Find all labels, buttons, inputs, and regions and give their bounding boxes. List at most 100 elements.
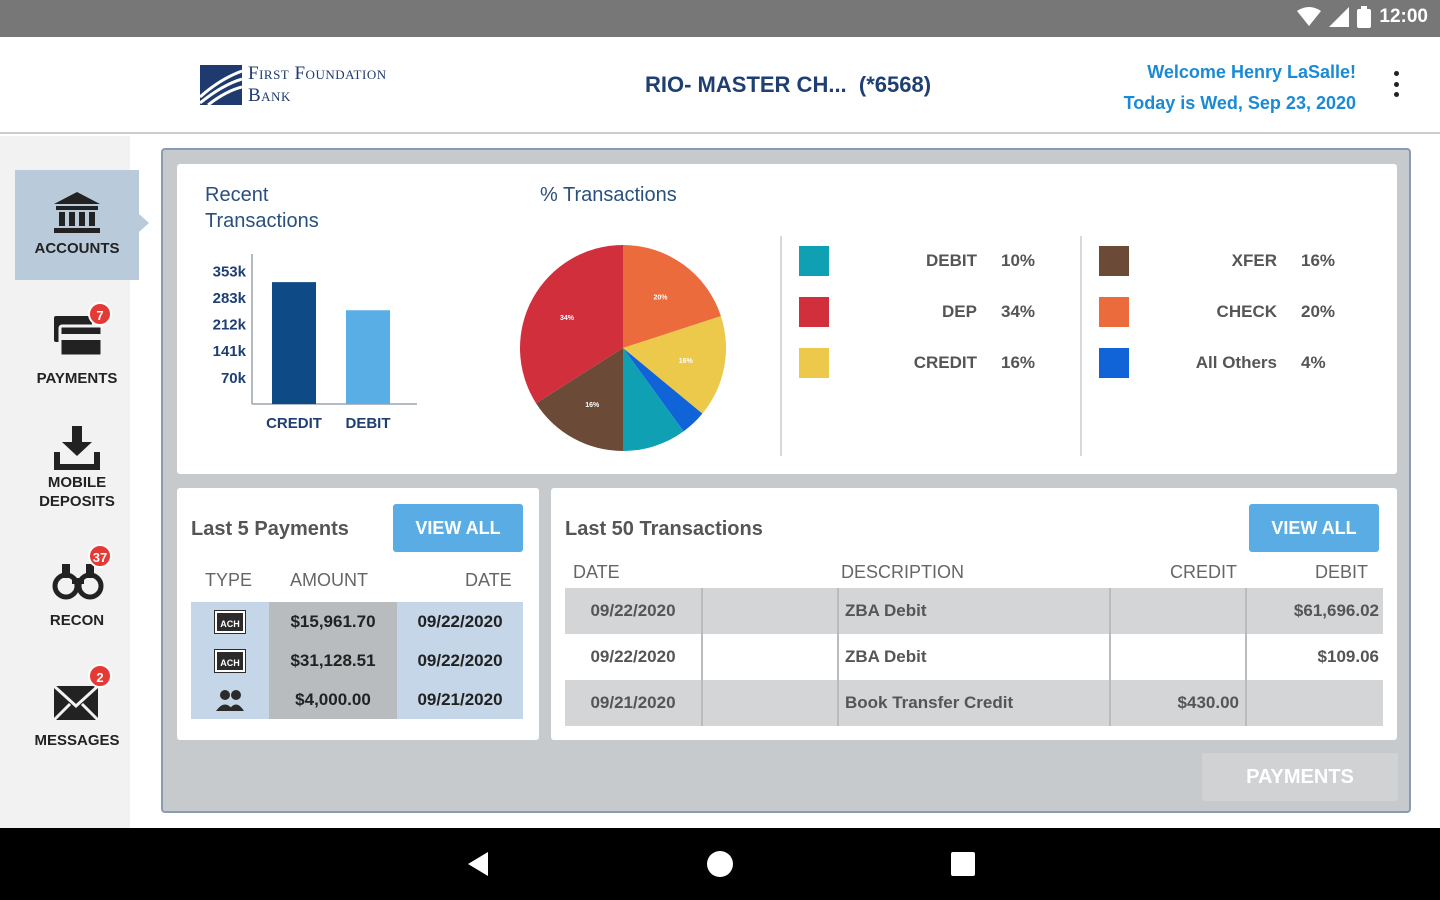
legend-swatch — [1099, 246, 1129, 276]
last-transactions-title: Last 50 Transactions — [565, 518, 763, 540]
battery-icon — [1357, 6, 1372, 28]
description-cell: ZBA Debit — [839, 634, 1111, 680]
table-row[interactable]: $4,000.00 09/21/2020 — [191, 680, 523, 719]
back-icon[interactable] — [466, 851, 490, 877]
card-icon: 7 — [50, 302, 112, 360]
pie-slice-label: 20% — [654, 294, 669, 301]
ach-icon: ACH — [214, 609, 246, 634]
sidebar-item-payments[interactable]: 7 PAYMENTS — [15, 302, 139, 387]
table-row[interactable]: 09/21/2020 Book Transfer Credit $430.00 — [565, 680, 1383, 726]
home-icon[interactable] — [706, 850, 734, 878]
legend-pct: 4% — [1301, 353, 1326, 372]
legend-label: DEBIT — [926, 251, 977, 270]
sidebar-item-accounts[interactable]: ACCOUNTS — [15, 170, 149, 280]
empty-cell — [703, 588, 839, 634]
sidebar-item-label: MOBILE — [47, 474, 107, 491]
sidebar-item-label-2: DEPOSITS — [39, 493, 115, 510]
legend-divider-2 — [1080, 236, 1082, 456]
sidebar-item-recon[interactable]: 37 RECON — [15, 544, 139, 629]
payments-button[interactable]: PAYMENTS — [1202, 753, 1398, 801]
legend-swatch — [1099, 348, 1129, 378]
table-row[interactable]: 09/22/2020 ZBA Debit $61,696.02 — [565, 588, 1383, 634]
col-header-credit: CREDIT — [1170, 562, 1237, 582]
bar-debit — [346, 310, 390, 404]
col-header-date: DATE — [573, 562, 620, 582]
dashboard-panel: Recent Transactions 353k 283k 212k 141k 70k C… — [161, 148, 1411, 813]
date-cell: 09/21/2020 — [397, 680, 523, 719]
transactions-view-all-button[interactable]: VIEW ALL — [1249, 504, 1379, 552]
table-row[interactable]: ACH $31,128.51 09/22/2020 — [191, 641, 523, 680]
x-tick-label: CREDIT — [266, 415, 322, 432]
legend-swatch — [799, 348, 829, 378]
download-icon — [50, 426, 104, 472]
android-nav-bar — [0, 828, 1440, 900]
signal-icon — [1329, 7, 1350, 27]
recent-transactions-chart: 353k 283k 212k 141k 70k CREDIT DEBIT — [213, 254, 417, 432]
sidebar-item-label: RECON — [49, 612, 105, 629]
amount-cell: $31,128.51 — [269, 641, 397, 680]
overflow-menu-icon[interactable] — [1392, 71, 1400, 97]
y-tick-label: 283k — [213, 290, 247, 307]
legend-swatch — [1099, 297, 1129, 327]
summary-card: Recent Transactions 353k 283k 212k 141k 70k C… — [177, 164, 1397, 474]
debit-cell: $109.06 — [1317, 647, 1379, 666]
sidebar-item-label: ACCOUNTS — [34, 240, 120, 257]
pie-slice-label: 16% — [585, 402, 600, 409]
account-title[interactable]: RIO- MASTER CH... (*6568) — [645, 72, 932, 97]
ach-icon: ACH — [214, 648, 246, 673]
pie-slice-debit — [623, 348, 684, 451]
payments-badge: 7 — [88, 302, 112, 326]
last-payments-card: Last 5 Payments VIEW ALL TYPE AMOUNT DAT… — [177, 488, 539, 740]
pie-slice-check — [623, 245, 721, 348]
sidebar-item-label: MESSAGES — [34, 732, 120, 749]
legend-swatch — [799, 246, 829, 276]
legend-item-check: CHECK 20% — [1099, 297, 1359, 327]
col-header-type: TYPE — [205, 570, 253, 590]
status-bar: 12:00 — [0, 0, 1440, 37]
payments-view-all-button[interactable]: VIEW ALL — [393, 504, 523, 552]
wifi-icon — [1297, 7, 1322, 26]
logo-line2: Bank — [248, 85, 291, 106]
credit-cell — [1111, 588, 1247, 634]
empty-cell — [703, 680, 839, 726]
legend-label: XFER — [1231, 251, 1277, 270]
y-tick-label: 212k — [213, 317, 247, 334]
pie-slice-all-others — [623, 348, 703, 432]
legend-item-debit: DEBIT 10% — [799, 246, 1059, 276]
pie-slice-label: 16% — [679, 358, 694, 365]
table-row[interactable]: 09/22/2020 ZBA Debit $109.06 — [565, 634, 1383, 680]
legend-divider-1 — [780, 236, 782, 456]
col-header-amount: AMOUNT — [290, 570, 368, 590]
col-header-debit: DEBIT — [1315, 562, 1369, 582]
description-cell: Book Transfer Credit — [839, 680, 1111, 726]
legend-pct: 10% — [1001, 251, 1036, 270]
status-icons: 12:00 — [1297, 6, 1428, 28]
legend-label: All Others — [1195, 353, 1277, 372]
sidebar-item-label: PAYMENTS — [36, 370, 118, 387]
legend-pct: 16% — [1001, 353, 1036, 372]
sidebar-item-mobile-deposits[interactable]: MOBILE DEPOSITS — [15, 426, 139, 510]
debit-cell — [1247, 680, 1383, 726]
last-transactions-card: Last 50 Transactions VIEW ALL DATE DESCR… — [551, 488, 1397, 740]
pie-slice-label: 34% — [560, 315, 575, 322]
pie-slice-dep — [520, 245, 623, 404]
binoculars-icon: 37 — [50, 544, 112, 602]
bar-credit — [272, 282, 316, 404]
today-date: Today is Wed, Sep 23, 2020 — [1123, 93, 1356, 113]
messages-badge: 2 — [88, 664, 112, 688]
table-row[interactable]: ACH $15,961.70 09/22/2020 — [191, 602, 523, 641]
people-icon — [216, 689, 244, 711]
sidebar: ACCOUNTS 7 PAYMENTS MOBILE DEPOSITS — [0, 136, 149, 828]
pie-chart-title: % Transactions — [540, 184, 677, 206]
recents-icon[interactable] — [950, 851, 976, 877]
sidebar-item-messages[interactable]: 2 MESSAGES — [15, 664, 139, 749]
transactions-pie-chart: 20% 16% 16% 34% — [520, 245, 726, 451]
col-header-date: DATE — [465, 570, 512, 590]
y-tick-label: 353k — [213, 264, 247, 281]
bank-logo[interactable]: First Foundation Bank — [200, 63, 387, 107]
logo-text: First Foundation Bank — [248, 63, 387, 107]
logo-line1: First Foundation — [248, 63, 387, 84]
status-time: 12:00 — [1379, 6, 1428, 27]
welcome-text: Welcome Henry LaSalle! — [1147, 62, 1356, 82]
payments-table: ACH $15,961.70 09/22/2020 ACH $31,128.51… — [191, 602, 523, 719]
